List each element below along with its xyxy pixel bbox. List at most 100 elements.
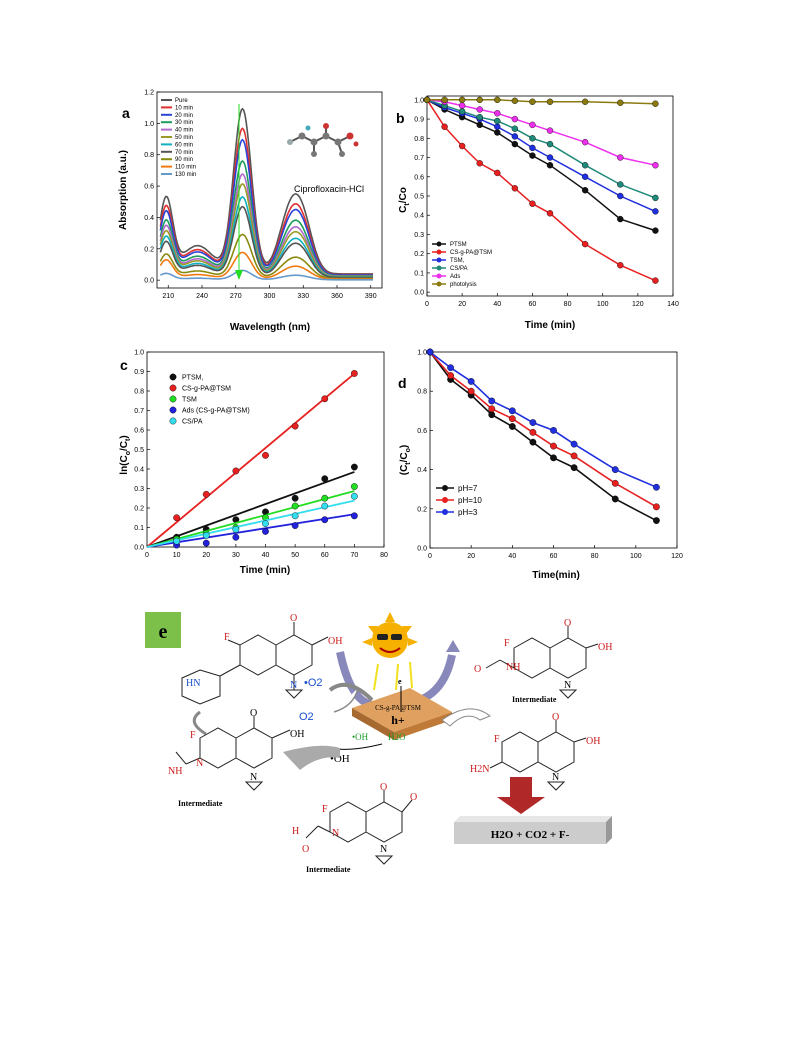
data-point <box>546 154 554 161</box>
atom-oh-5: OH <box>586 736 600 747</box>
panel-d-letter: d <box>398 375 407 391</box>
atom-n-2: N <box>250 772 257 783</box>
data-point <box>350 492 358 500</box>
panel-b-degradation-kinetics: b 0 20 40 60 80 100 120 140 0.0 0.1 0.2 0.3 0.4 0.5 0.… <box>396 95 679 331</box>
panel-a-letter: a <box>122 105 130 121</box>
data-point <box>488 405 496 413</box>
x-tick-label: 80 <box>564 301 572 308</box>
legend-marker <box>169 417 177 425</box>
data-point <box>488 397 496 405</box>
data-point <box>350 512 358 520</box>
x-tick-label: 120 <box>632 301 644 308</box>
x-tick-label: 390 <box>365 293 377 300</box>
legend-label: Ads (CS-g-PA@TSM) <box>182 408 250 415</box>
data-point <box>173 537 181 545</box>
y-tick-label: 0.3 <box>414 232 424 239</box>
x-tick-label: 210 <box>162 293 174 300</box>
legend-label: pH=3 <box>458 508 478 517</box>
intermediate-bottom-structure <box>305 790 413 865</box>
data-point <box>546 98 554 105</box>
red-down-arrow-icon <box>497 777 545 814</box>
panel-a-annotation: Ciprofloxacin-HCl <box>294 184 364 194</box>
legend-marker <box>442 485 448 491</box>
white-arrow-right <box>441 708 491 727</box>
data-point <box>441 96 448 104</box>
white-arrow-left <box>192 710 207 736</box>
x-tick-label: 20 <box>458 301 466 308</box>
data-point <box>529 428 537 436</box>
data-point <box>611 466 619 473</box>
panel-e-mechanism-scheme: e CS-g-PA@TSM e h+ <box>145 612 612 874</box>
legend-label: TSM <box>182 397 197 404</box>
data-point <box>546 162 554 169</box>
legend-label: 50 min <box>175 135 193 141</box>
data-point <box>173 514 181 522</box>
data-point <box>617 262 624 269</box>
legend-marker <box>442 509 448 515</box>
panel-d-ylabel: (Ct/Co) <box>399 445 412 476</box>
data-point <box>321 475 329 483</box>
legend-marker <box>436 257 442 263</box>
legend-label: 70 min <box>175 150 193 156</box>
atom-o-4: O <box>564 618 571 629</box>
intermediate-top-right-label: Intermediate <box>512 695 557 704</box>
data-point <box>581 187 589 194</box>
data-point <box>617 181 624 188</box>
legend-marker <box>436 273 442 279</box>
data-point <box>581 138 589 146</box>
x-tick-label: 20 <box>202 552 210 559</box>
data-point <box>476 121 483 129</box>
legend-label: 60 min <box>175 142 193 148</box>
x-tick-label: 10 <box>173 552 181 559</box>
y-tick-label: 0.9 <box>414 117 424 124</box>
y-tick-label: 0.8 <box>414 136 424 143</box>
legend-marker <box>436 281 442 287</box>
atom-oh-2: OH <box>290 729 304 740</box>
atom-o-1: O <box>290 613 297 624</box>
legend-marker <box>436 249 442 255</box>
y-tick-label: 0.4 <box>414 213 424 220</box>
data-point <box>652 100 659 107</box>
light-arc-right <box>418 654 456 704</box>
data-point <box>653 503 660 511</box>
data-point <box>653 483 660 491</box>
y-tick-label: 0.0 <box>134 545 144 552</box>
oh-label: •OH <box>352 732 369 742</box>
data-point <box>581 173 589 180</box>
atom-o-4b: O <box>474 664 481 675</box>
y-tick-label: 0.6 <box>144 184 154 191</box>
data-point <box>652 227 659 234</box>
atom-oh-1: OH <box>328 636 342 647</box>
catalyst-label: CS-g-PA@TSM <box>375 704 422 712</box>
atom-o-3c: O <box>302 844 309 855</box>
fit-line <box>146 490 355 548</box>
data-point <box>617 99 624 106</box>
data-point <box>511 125 519 132</box>
ciprofloxacin-structure <box>181 622 329 705</box>
data-point <box>570 440 578 448</box>
series-line-20-min <box>159 138 373 276</box>
panel-e-letter: e <box>159 621 168 643</box>
panel-d-ph-effect: d 0 20 40 60 80 100 120 0.0 0.2 0.4 0.6 0.8 1.0 pH=7… <box>398 348 683 581</box>
data-point <box>617 192 624 200</box>
x-tick-label: 40 <box>508 553 516 560</box>
data-point <box>232 467 240 475</box>
data-point <box>611 479 619 487</box>
data-point <box>494 169 501 177</box>
atom-f-3: F <box>322 804 328 815</box>
intermediate-mid-right-structure <box>489 720 587 791</box>
data-point <box>508 407 516 415</box>
series-line-30-min <box>159 159 373 277</box>
atom-o-2: O <box>250 708 257 719</box>
data-point <box>350 483 358 490</box>
data-point <box>458 96 466 104</box>
legend-label: Pure <box>175 98 188 104</box>
data-point <box>291 494 299 502</box>
intermediate-left-label: Intermediate <box>178 799 223 808</box>
legend-label: PTSM <box>450 242 467 248</box>
legend-marker <box>169 395 177 403</box>
atom-o-3: O <box>380 782 387 793</box>
data-point <box>202 539 210 547</box>
data-point <box>494 117 501 125</box>
data-point <box>476 113 483 121</box>
